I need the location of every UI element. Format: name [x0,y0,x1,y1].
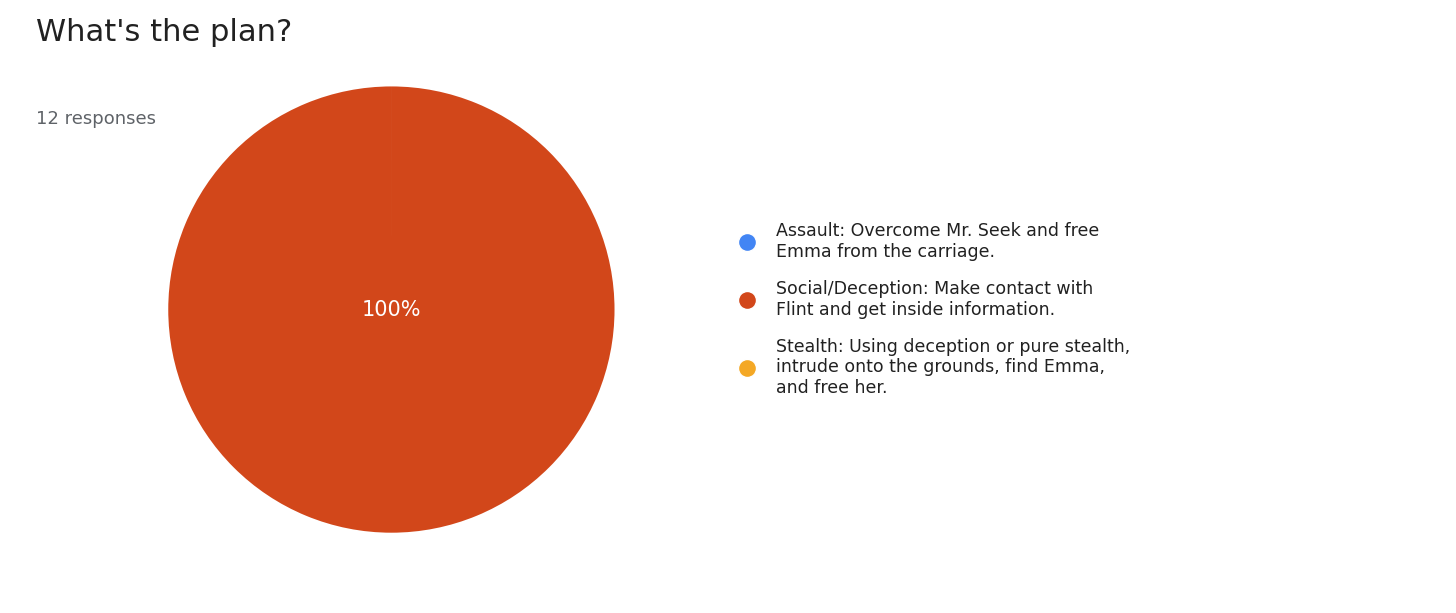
Text: What's the plan?: What's the plan? [36,18,293,47]
Text: 100%: 100% [361,300,421,319]
Text: 12 responses: 12 responses [36,110,156,128]
Legend: Assault: Overcome Mr. Seek and free
Emma from the carriage., Social/Deception: M: Assault: Overcome Mr. Seek and free Emma… [729,222,1130,397]
Wedge shape [169,86,614,533]
